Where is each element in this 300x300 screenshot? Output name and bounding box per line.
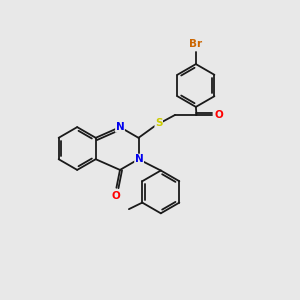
Text: S: S <box>155 118 163 128</box>
Text: Br: Br <box>189 39 203 49</box>
Text: O: O <box>215 110 224 120</box>
Text: N: N <box>135 154 143 164</box>
Text: O: O <box>111 191 120 201</box>
Text: N: N <box>116 122 124 132</box>
